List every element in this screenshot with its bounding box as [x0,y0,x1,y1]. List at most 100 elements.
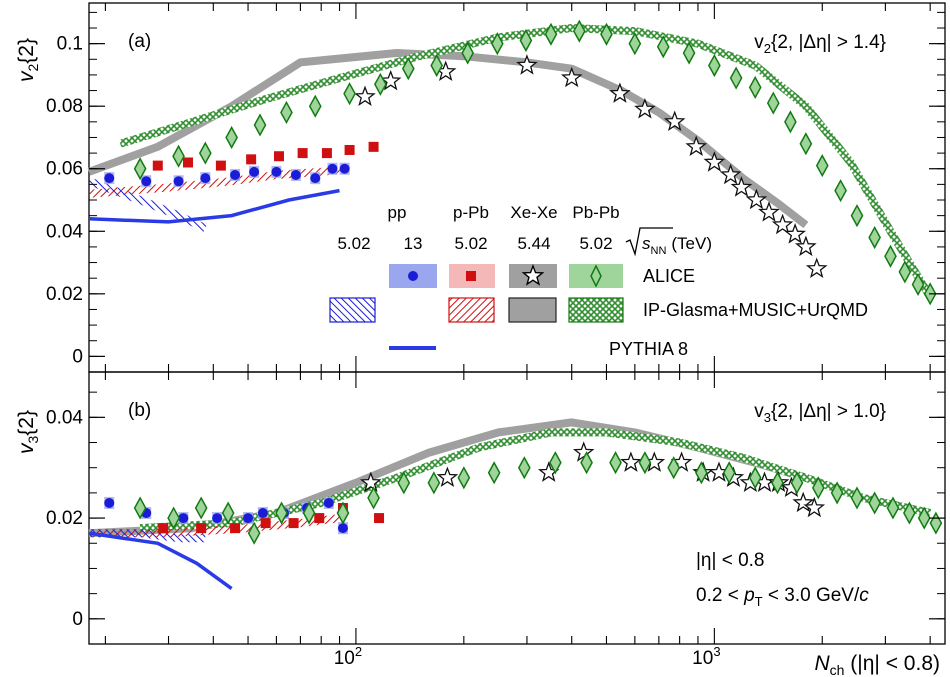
pp-point [104,173,115,184]
ppb-point [273,151,284,162]
ppb-point [158,523,169,534]
xexe-point [803,496,826,518]
pbpb-point [850,486,864,510]
pbpb-point [868,225,881,250]
pp-point [200,173,211,184]
pbpb-point [225,125,238,150]
pbpb-point [815,154,829,178]
pp-point [141,176,152,187]
pbpb-point [790,471,804,495]
pbpb-point [771,471,784,495]
ppb-point [321,148,332,159]
pbpb-point [903,501,916,525]
pbpb-point [167,506,180,530]
legend-alice-label: ALICE [643,266,695,286]
xexe-point [620,451,642,472]
pbpb-point [850,204,864,228]
pbpb-point [911,272,925,296]
x-axis-label: Nch (|η| < 0.8) [814,652,940,677]
xexe-point [805,257,828,278]
legend-pbpb-marker [590,264,602,288]
legend-system-pp-a: pp [388,203,407,222]
legend-energy-xexe: 5.44 [517,234,550,253]
ppb-point [314,513,325,524]
pp-point [323,497,334,508]
pbpb-point [784,110,797,134]
xexe-point [609,82,631,103]
pbpb-point [430,53,444,78]
legend-sqrt-s: sNN (TeV) [642,234,712,257]
pbpb-point [427,471,441,495]
legend-system-pbpb: Pb-Pb [572,203,619,222]
ppb-point [183,157,194,168]
pbpb-point [898,260,912,284]
pbpb-point [708,53,721,78]
pp-point [257,508,268,519]
pbpb-point [487,461,501,485]
pbpb-point [275,501,288,525]
pbpb-point [886,496,900,520]
legend-system-ppb: p-Pb [453,203,489,222]
pbpb-point [600,22,613,46]
pbpb-point [722,461,736,485]
ppb-point [260,518,271,529]
pbpb-point [766,91,780,115]
eta-cut-note: |η| < 0.8 [696,550,765,571]
pbpb-point [799,132,813,156]
pp-point [178,513,189,524]
xexe-point [685,135,708,157]
pythia-line [88,531,233,591]
xexe-point [745,188,768,210]
legend-energy-pp13: 13 [404,234,423,253]
y-tick-label: 0.06 [46,159,83,180]
pbpb-point [343,82,356,106]
pp-point [243,513,254,524]
xexe-point [771,213,794,235]
legend-ppb-marker [466,271,476,281]
legend-model-label: IP-Glasma+MUSIC+UrQMD [643,300,868,320]
pbpb-point [490,32,504,56]
xexe-point [634,97,656,119]
xexe-point [730,176,753,197]
pbpb-point [194,496,208,520]
panel-b-series [104,441,943,545]
xexe-point [792,491,815,513]
panel-a-axes: 0 0.02 0.04 0.06 0.08 0.1 [46,3,945,373]
xexe-point [436,466,459,487]
pbpb-point [628,32,642,56]
pbpb-point [868,491,881,515]
panel-a-label: (a) [128,31,151,52]
legend-pbpb-model-box [568,297,624,323]
pbpb-point [133,157,147,181]
xexe-point [359,471,382,493]
pbpb-point [830,481,844,505]
panel-a-models [87,24,934,299]
pp-point [173,176,184,187]
panel-b-label: (b) [128,400,151,421]
x-tick-label: 102 [334,644,362,669]
xexe-point [663,110,686,132]
y-tick-label: 0.08 [46,96,83,117]
pbpb-point [172,144,185,168]
panel-b-ylabel: v3{2} [15,410,41,454]
pbpb-point [572,19,586,43]
y-tick-label: 0.02 [46,284,83,305]
pbpb-point [682,41,696,65]
legend-xexe-marker [521,264,545,286]
panel-a-note: v2{2, |Δη| > 1.4} [754,32,886,56]
ppb-point [374,513,385,524]
xexe-point [784,223,806,244]
pp-point [290,169,301,180]
y-tick-label: 0.02 [46,508,83,529]
sqrt-sign-icon [625,227,673,257]
panel-a-series [104,19,937,306]
xexe-point [379,69,402,91]
pp-point [249,166,260,177]
ppb-point [344,144,355,155]
model-band-pp [89,529,206,543]
pbpb-point [457,466,471,490]
pbpb-point [580,451,593,475]
xexe-point [560,66,583,88]
pp-point [310,173,321,184]
pp-point [271,166,282,177]
